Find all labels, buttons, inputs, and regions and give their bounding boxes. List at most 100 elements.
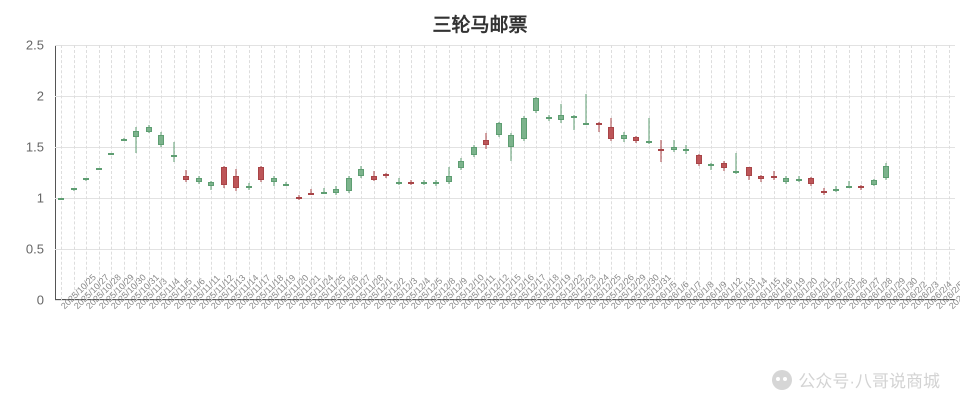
- candle-2025-12-8[interactable]: [421, 45, 427, 300]
- candle-body: [146, 127, 152, 132]
- candle-body: [258, 167, 264, 179]
- candle-2025-12-9[interactable]: [433, 45, 439, 300]
- candle-2025-10-27[interactable]: [71, 45, 77, 300]
- candle-2025-11-18[interactable]: [246, 45, 252, 300]
- candle-body: [271, 178, 277, 182]
- candle-body: [758, 176, 764, 179]
- candle-body: [233, 176, 239, 188]
- candle-2025-12-29[interactable]: [608, 45, 614, 300]
- candle-body: [883, 166, 889, 177]
- candle-2026-1-15[interactable]: [746, 45, 752, 300]
- candle-2026-1-28[interactable]: [858, 45, 864, 300]
- candle-2025-12-2[interactable]: [371, 45, 377, 300]
- candle-2025-12-11[interactable]: [458, 45, 464, 300]
- candle-2026-1-12[interactable]: [708, 45, 714, 300]
- candle-2025-11-24[interactable]: [296, 45, 302, 300]
- candle-2025-11-25[interactable]: [308, 45, 314, 300]
- candle-2026-1-29[interactable]: [871, 45, 877, 300]
- candle-2025-12-12[interactable]: [471, 45, 477, 300]
- candle-2025-12-19[interactable]: [533, 45, 539, 300]
- candle-body: [58, 198, 64, 200]
- candle-2025-11-12[interactable]: [196, 45, 202, 300]
- candle-body: [408, 182, 414, 184]
- candle-2025-10-28[interactable]: [83, 45, 89, 300]
- wechat-icon: [772, 370, 792, 390]
- candle-2025-11-27[interactable]: [333, 45, 339, 300]
- candle-2025-12-1[interactable]: [358, 45, 364, 300]
- candle-2025-10-25[interactable]: [58, 45, 64, 300]
- candle-2025-12-25[interactable]: [583, 45, 589, 300]
- candle-body: [496, 123, 502, 135]
- candle-2025-12-30[interactable]: [621, 45, 627, 300]
- candle-2025-12-4[interactable]: [396, 45, 402, 300]
- candle-2025-11-6[interactable]: [171, 45, 177, 300]
- candle-2026-1-27[interactable]: [846, 45, 852, 300]
- y-axis-tick-1: 1: [37, 191, 44, 206]
- candle-2025-11-3[interactable]: [133, 45, 139, 300]
- candle-body: [696, 155, 702, 164]
- candle-body: [296, 197, 302, 199]
- candle-2026-1-23[interactable]: [821, 45, 827, 300]
- candle-2025-10-29[interactable]: [96, 45, 102, 300]
- candle-body: [708, 164, 714, 166]
- candle-2025-11-5[interactable]: [158, 45, 164, 300]
- candle-2025-11-4[interactable]: [146, 45, 152, 300]
- candle-body: [771, 176, 777, 178]
- candle-2026-1-8[interactable]: [683, 45, 689, 300]
- candle-2025-12-22[interactable]: [546, 45, 552, 300]
- candle-body: [196, 178, 202, 182]
- candle-body: [333, 189, 339, 193]
- candle-wick: [673, 140, 674, 152]
- candle-2026-1-9[interactable]: [696, 45, 702, 300]
- candle-2026-1-20[interactable]: [783, 45, 789, 300]
- candle-2025-10-30[interactable]: [108, 45, 114, 300]
- candle-2026-1-26[interactable]: [833, 45, 839, 300]
- candle-body: [546, 117, 552, 119]
- candle-2025-11-20[interactable]: [271, 45, 277, 300]
- candle-body: [508, 135, 514, 147]
- y-axis-tick-0.5: 0.5: [26, 242, 44, 257]
- candle-2025-12-3[interactable]: [383, 45, 389, 300]
- candle-2026-1-14[interactable]: [733, 45, 739, 300]
- candle-2025-10-31[interactable]: [121, 45, 127, 300]
- candle-2025-12-18[interactable]: [521, 45, 527, 300]
- candle-body: [683, 149, 689, 151]
- candle-2025-12-24[interactable]: [571, 45, 577, 300]
- candle-2026-1-13[interactable]: [721, 45, 727, 300]
- candle-2025-11-17[interactable]: [233, 45, 239, 300]
- candle-2026-1-5[interactable]: [646, 45, 652, 300]
- candle-body: [121, 139, 127, 141]
- y-axis-tick-1.5: 1.5: [26, 140, 44, 155]
- candle-2025-11-28[interactable]: [346, 45, 352, 300]
- candle-wick: [661, 140, 662, 162]
- candle-2025-12-26[interactable]: [596, 45, 602, 300]
- candle-wick: [173, 142, 174, 162]
- candle-body: [208, 182, 214, 186]
- candle-body: [521, 118, 527, 138]
- candle-2025-11-21[interactable]: [283, 45, 289, 300]
- candle-2026-1-7[interactable]: [671, 45, 677, 300]
- candle-2026-1-19[interactable]: [771, 45, 777, 300]
- candle-2025-11-11[interactable]: [183, 45, 189, 300]
- candle-2025-12-5[interactable]: [408, 45, 414, 300]
- candle-2026-1-16[interactable]: [758, 45, 764, 300]
- candle-2025-12-15[interactable]: [483, 45, 489, 300]
- candle-2026-1-22[interactable]: [808, 45, 814, 300]
- candle-2025-12-17[interactable]: [508, 45, 514, 300]
- candle-body: [558, 115, 564, 120]
- candle-body: [71, 188, 77, 190]
- candle-2025-11-13[interactable]: [208, 45, 214, 300]
- candle-2025-11-19[interactable]: [258, 45, 264, 300]
- candle-2026-1-21[interactable]: [796, 45, 802, 300]
- candle-body: [846, 186, 852, 188]
- candle-2025-12-23[interactable]: [558, 45, 564, 300]
- candle-2025-11-26[interactable]: [321, 45, 327, 300]
- candle-2025-12-16[interactable]: [496, 45, 502, 300]
- candle-body: [808, 178, 814, 184]
- candle-2026-1-6[interactable]: [658, 45, 664, 300]
- candle-2025-12-31[interactable]: [633, 45, 639, 300]
- candle-2025-12-10[interactable]: [446, 45, 452, 300]
- candle-body: [283, 184, 289, 186]
- candle-2025-11-14[interactable]: [221, 45, 227, 300]
- candle-2026-1-30[interactable]: [883, 45, 889, 300]
